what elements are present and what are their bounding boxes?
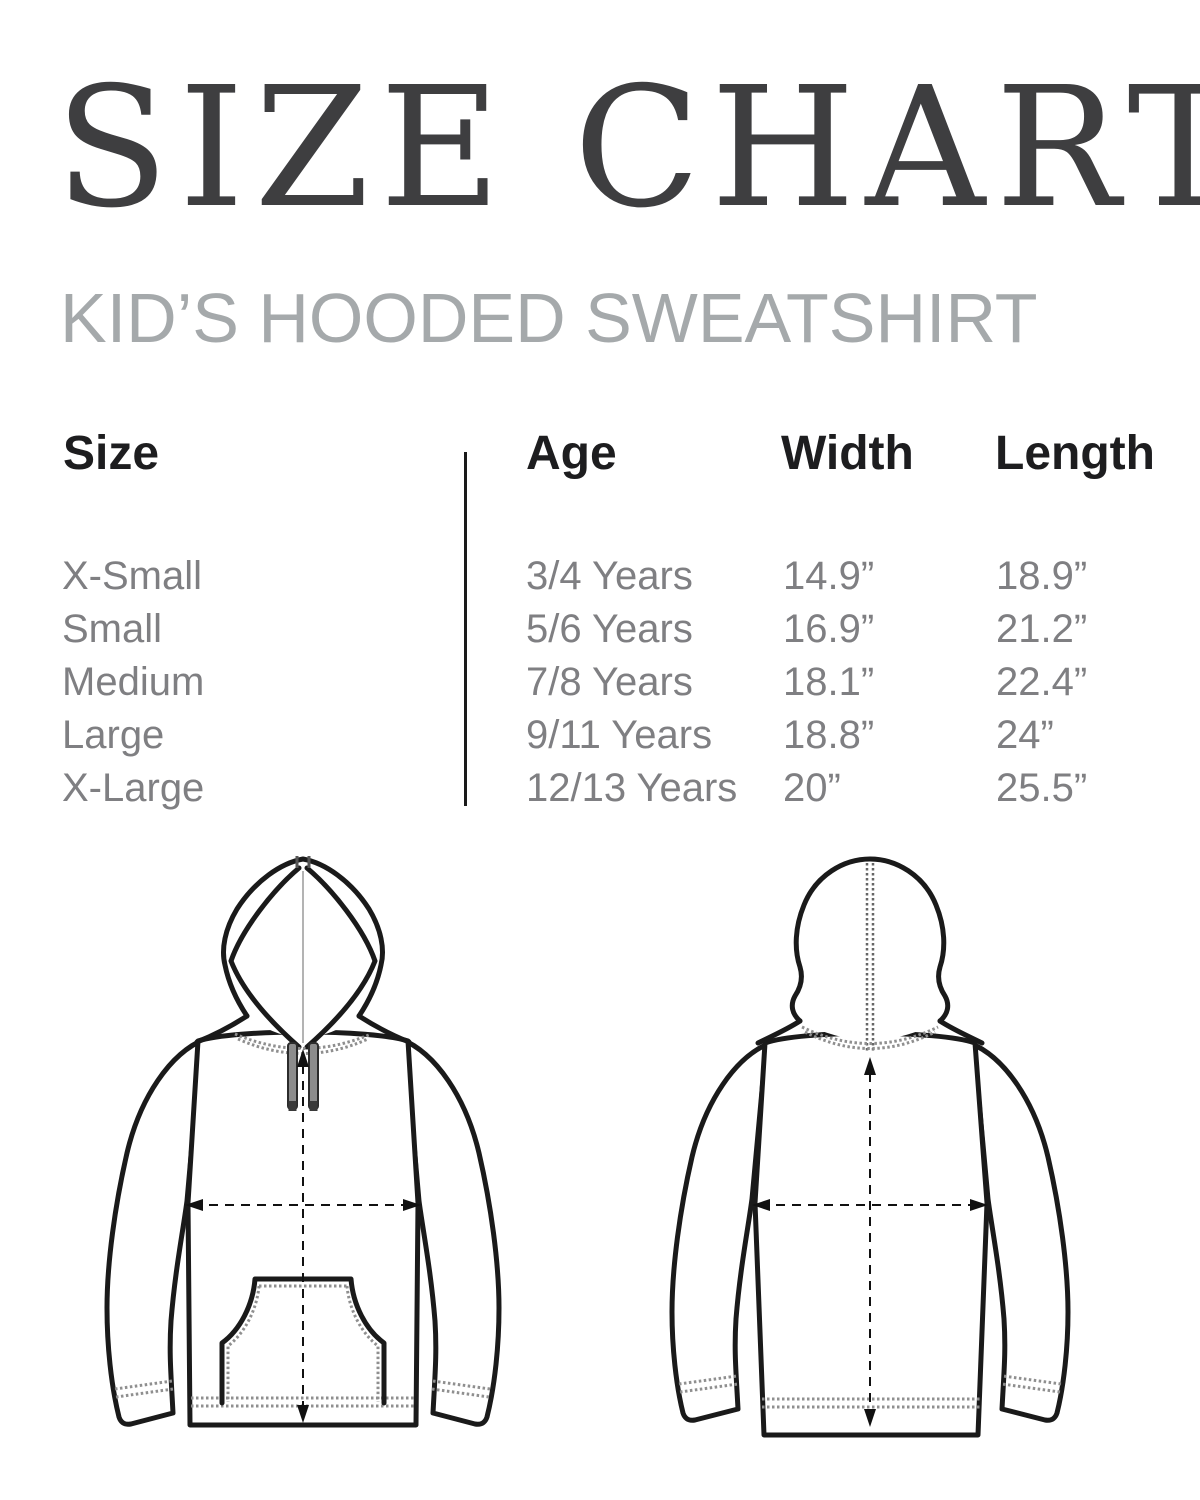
front-collar-lines [194,1013,412,1045]
front-width-measure-arrow [185,1199,421,1211]
column-header-length: Length [995,427,1155,480]
back-neckline-stitch [801,1025,939,1050]
length-value: 22.4” [996,660,1088,704]
column-header-size: Size [63,427,160,480]
back-hem-stitch [762,1397,980,1409]
size-value: X-Large [62,766,205,810]
length-value: 24” [996,713,1054,757]
length-value: 21.2” [996,607,1088,651]
size-value: Small [62,607,163,651]
front-hood-top-seam [295,856,311,868]
page-subtitle: KID’S HOODED SWEATSHIRT [60,279,1038,357]
front-right-sleeve [398,1036,502,1427]
size-value: Large [62,713,165,757]
width-value: 20” [783,766,841,810]
front-left-drawstring [287,1042,298,1111]
back-width-measure-arrow [752,1199,988,1211]
front-left-sleeve [104,1036,208,1427]
size-value: X-Small [62,554,203,598]
back-hood-center-seam [865,863,875,1051]
length-value: 18.9” [996,554,1088,598]
back-shoulder-lines [755,1018,985,1046]
back-hood [792,859,948,1040]
hoodie-back-diagram [669,856,1071,1438]
column-header-width: Width [781,427,914,480]
age-value: 7/8 Years [526,660,693,704]
front-hood-opening [228,865,378,1050]
back-length-measure-arrow [864,1057,876,1427]
back-hood-outline [789,856,951,1024]
column-header-age: Age [526,427,617,480]
hoodie-front-diagram [104,856,502,1428]
width-value: 14.9” [783,554,875,598]
age-value: 5/6 Years [526,607,693,651]
front-right-drawstring [308,1042,319,1111]
width-value: 18.1” [783,660,875,704]
size-value: Medium [62,660,205,704]
width-value: 16.9” [783,607,875,651]
table-divider-line [464,452,467,806]
length-value: 25.5” [996,766,1088,810]
back-right-sleeve [967,1040,1071,1423]
back-left-sleeve [669,1040,773,1423]
width-value: 18.8” [783,713,875,757]
age-value: 12/13 Years [526,766,738,810]
age-value: 3/4 Years [526,554,693,598]
front-length-measure-arrow [297,1049,309,1423]
front-hood-outline [221,856,385,1019]
age-value: 9/11 Years [526,713,713,757]
page-title: SIZE CHART [55,52,1200,245]
